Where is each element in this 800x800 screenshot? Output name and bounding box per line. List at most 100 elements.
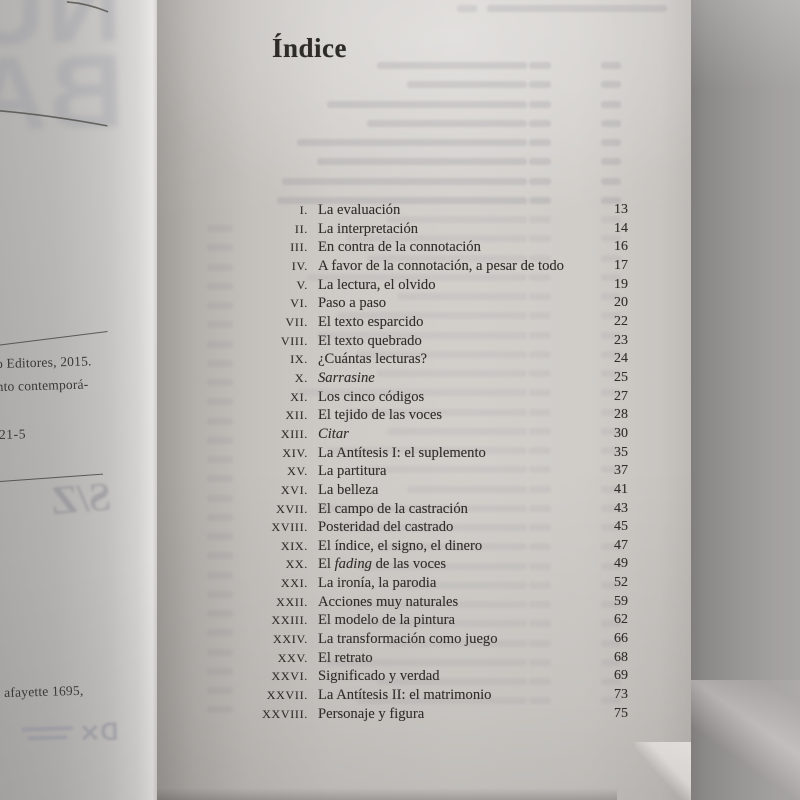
toc-entry-page: 59 <box>614 593 628 609</box>
toc-entry-page: 24 <box>614 351 628 367</box>
toc-entry-title: La Antítesis I: el suplemento <box>318 444 486 461</box>
toc-entry-numeral: XXI. <box>280 576 308 591</box>
logo-text-smudge <box>27 735 68 741</box>
logo-mark-icon: D⨯ <box>78 717 119 747</box>
toc-entry-numeral: V. <box>296 277 308 292</box>
toc-entry-title: Acciones muy naturales <box>318 593 459 610</box>
toc-entry-page: 35 <box>614 444 628 460</box>
toc-entry-page: 47 <box>614 537 628 553</box>
toc-entry-numeral: VIII. <box>280 333 308 348</box>
toc-entry-page: 20 <box>614 295 628 311</box>
toc-entry-title: Paso a paso <box>318 295 387 312</box>
isbn-fragment: 21-5 <box>0 426 27 443</box>
toc-entry-page: 19 <box>614 276 628 292</box>
page-corner-highlight <box>635 742 691 800</box>
toc-entry: V. La lectura, el olvido 19 <box>212 276 628 295</box>
toc-entry-numeral: XXIII. <box>271 613 308 628</box>
bleedthrough-smudge <box>377 62 527 69</box>
toc-entry-page: 27 <box>614 388 628 404</box>
bleedthrough-smudge <box>317 158 527 166</box>
toc-entry-numeral: XXIV. <box>273 632 308 647</box>
toc-entry: XII. El tejido de las voces 28 <box>212 406 628 425</box>
toc-entry-title: La ironía, la parodia <box>318 575 437 592</box>
toc-entry-title: La belleza <box>318 481 379 498</box>
toc-entry-numeral: XXV. <box>277 650 308 665</box>
toc-entry: IX. ¿Cuántas lecturas? 24 <box>212 350 628 369</box>
toc-entry-numeral: XXVI. <box>271 669 308 684</box>
toc-entry-numeral: II. <box>294 221 308 236</box>
toc-entry-title: La transformación como juego <box>318 631 498 648</box>
toc-entry-title: Los cinco códigos <box>318 388 425 405</box>
bleedthrough-smudge <box>601 177 621 185</box>
toc-entry-numeral: I. <box>299 203 308 217</box>
page-curve-lines <box>0 1 109 127</box>
toc-entry-title: La interpretación <box>318 220 419 237</box>
bleedthrough-smudge <box>529 100 551 108</box>
toc-entry: III. En contra de la connotación 16 <box>212 238 628 257</box>
toc-entry-page: 49 <box>614 556 628 572</box>
toc-entry-page: 16 <box>614 239 628 255</box>
toc-entry-numeral: IX. <box>290 352 308 367</box>
toc-entry: XV. La partitura 37 <box>212 462 628 481</box>
bleedthrough-smudge <box>297 139 527 146</box>
bleedthrough-smudge <box>327 100 527 108</box>
toc-entry-numeral: XX. <box>285 557 308 572</box>
title-bleedthrough: S/Z <box>49 473 113 524</box>
toc-entry: XVIII. Posteridad del castrado 45 <box>212 518 628 537</box>
toc-entry-numeral: XIX. <box>280 538 308 553</box>
toc-entry-page: 14 <box>614 220 628 236</box>
toc-entry: XXVII. La Antítesis II: el matrimonio 73 <box>212 686 628 705</box>
toc-entry: XXI. La ironía, la parodia 52 <box>212 574 628 593</box>
backdrop <box>688 0 800 800</box>
toc-entry: XI. Los cinco códigos 27 <box>212 388 628 407</box>
toc-entry: IV. A favor de la connotación, a pesar d… <box>212 257 628 276</box>
toc-entry-numeral: VII. <box>285 314 308 329</box>
toc-entry: XVII. El campo de la castración 43 <box>212 500 628 519</box>
toc-entry-numeral: XVI. <box>280 482 308 497</box>
bleedthrough-smudge <box>601 139 621 146</box>
toc-entry-title: El campo de la castración <box>318 500 468 517</box>
toc-entry: XVI. La belleza 41 <box>212 481 628 500</box>
bleedthrough-smudge <box>529 139 551 146</box>
toc-entry-page: 66 <box>614 631 628 647</box>
toc-entry-numeral: XVII. <box>276 501 308 516</box>
bleedthrough-smudge <box>601 81 621 89</box>
toc-entry: XIV. La Antítesis I: el suplemento 35 <box>212 444 628 463</box>
page-title: Índice <box>272 33 348 63</box>
toc-entry-page: 37 <box>614 463 628 479</box>
imprint-line: nto contemporá- <box>0 376 89 395</box>
toc-entry: XXV. El retrato 68 <box>212 649 628 668</box>
toc-entry-page: 22 <box>614 313 628 329</box>
toc-entry-title: La lectura, el olvido <box>318 276 436 293</box>
toc-entry-numeral: IV. <box>291 258 308 273</box>
toc-entry-title: El modelo de la pintura <box>318 612 455 629</box>
toc-entry-numeral: XXII. <box>276 594 308 609</box>
bleedthrough-smudge <box>529 158 551 166</box>
toc-entry-numeral: XVIII. <box>271 520 308 535</box>
toc-entry-page: 41 <box>614 481 628 497</box>
toc-entry: II. La interpretación 14 <box>212 220 628 239</box>
bleedthrough-smudge <box>601 62 621 69</box>
bleedthrough-smudge <box>601 100 621 108</box>
toc-entry: VI. Paso a paso 20 <box>212 294 628 313</box>
bleedthrough-smudge <box>529 62 551 69</box>
toc-entry: XIX. El índice, el signo, el dinero 47 <box>212 537 628 556</box>
toc-entry: XX. El fading de las voces 49 <box>212 555 628 574</box>
toc-entry-numeral: XIII. <box>280 426 308 441</box>
toc-entry-page: 17 <box>614 257 628 273</box>
toc-entry-numeral: III. <box>290 240 308 255</box>
toc-entry: XXIV. La transformación como juego 66 <box>212 630 628 649</box>
toc-entry-title: El tejido de las voces <box>318 407 443 424</box>
toc-entry-title: Citar <box>318 425 349 442</box>
table-of-contents: I. La evaluación 13 II. La interpretació… <box>212 201 628 723</box>
bleedthrough-smudge <box>529 119 551 127</box>
page-bottom-shadow <box>157 788 617 800</box>
toc-entry: XXII. Acciones muy naturales 59 <box>212 593 628 612</box>
bleedthrough-smudge <box>601 158 621 166</box>
left-page-content: NU BA o Editores, 2015. nto contemporá- … <box>0 0 168 800</box>
toc-entry-numeral: XII. <box>285 408 308 423</box>
bleedthrough-smudge <box>282 177 527 185</box>
toc-entry: X. Sarrasine 25 <box>212 369 628 388</box>
toc-entry-title: Significado y verdad <box>318 668 440 685</box>
toc-entry-page: 73 <box>614 687 628 703</box>
